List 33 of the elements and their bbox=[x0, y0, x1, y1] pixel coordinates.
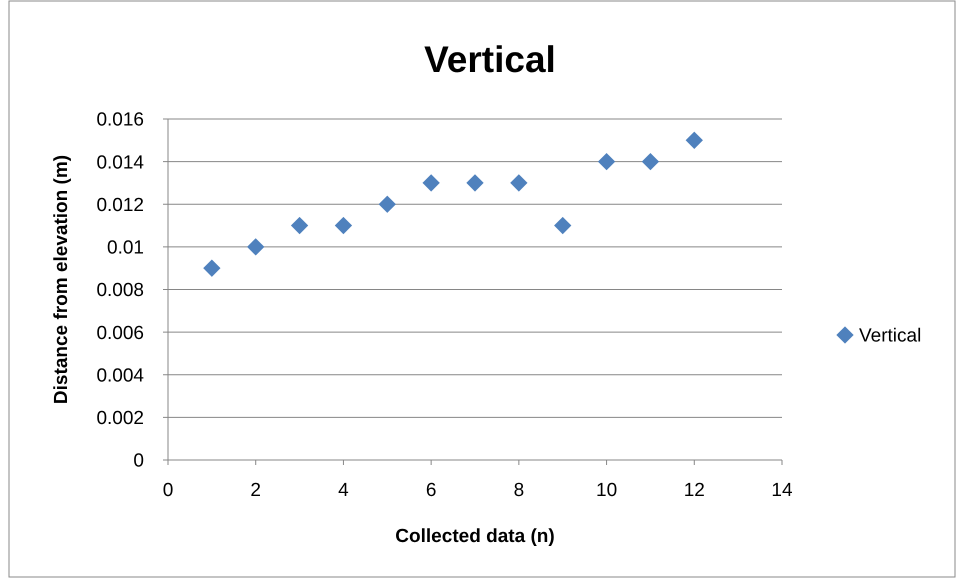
y-axis-title: Distance from elevation (m) bbox=[51, 154, 72, 404]
point bbox=[466, 174, 484, 192]
x-tick-label: 8 bbox=[514, 480, 524, 501]
point bbox=[203, 260, 221, 277]
point bbox=[510, 174, 528, 192]
y-tick-label: 0 bbox=[133, 450, 144, 472]
x-tick-label: 0 bbox=[162, 480, 174, 501]
point bbox=[554, 216, 572, 234]
x-tick-label: 12 bbox=[684, 480, 705, 501]
point bbox=[642, 152, 660, 170]
point bbox=[247, 238, 264, 256]
y-tick-label: 0.002 bbox=[96, 408, 144, 430]
y-tick-label: 0.016 bbox=[96, 110, 144, 131]
point bbox=[598, 152, 616, 170]
x-tick-label: 4 bbox=[338, 480, 350, 501]
legend-label: Vertical bbox=[859, 326, 922, 347]
y-tick-label: 0.006 bbox=[96, 322, 144, 344]
chart-title: Vertical bbox=[424, 39, 556, 80]
x-axis-title: Collected data (n) bbox=[395, 526, 555, 547]
x-tick-label: 10 bbox=[596, 480, 618, 501]
y-tick-label: 0.012 bbox=[96, 194, 144, 216]
point bbox=[334, 216, 352, 234]
x-tick-label: 2 bbox=[250, 480, 262, 501]
x-tick-label: 6 bbox=[426, 480, 436, 501]
point bbox=[378, 196, 396, 213]
y-tick-label: 0.01 bbox=[107, 238, 144, 259]
x-tick-label: 14 bbox=[771, 480, 793, 501]
point bbox=[686, 132, 703, 149]
y-tick-label: 0.004 bbox=[96, 365, 144, 386]
y-tick-label: 0.014 bbox=[96, 152, 144, 174]
point bbox=[422, 174, 440, 192]
point bbox=[290, 216, 308, 234]
y-tick-label: 0.008 bbox=[96, 280, 144, 302]
